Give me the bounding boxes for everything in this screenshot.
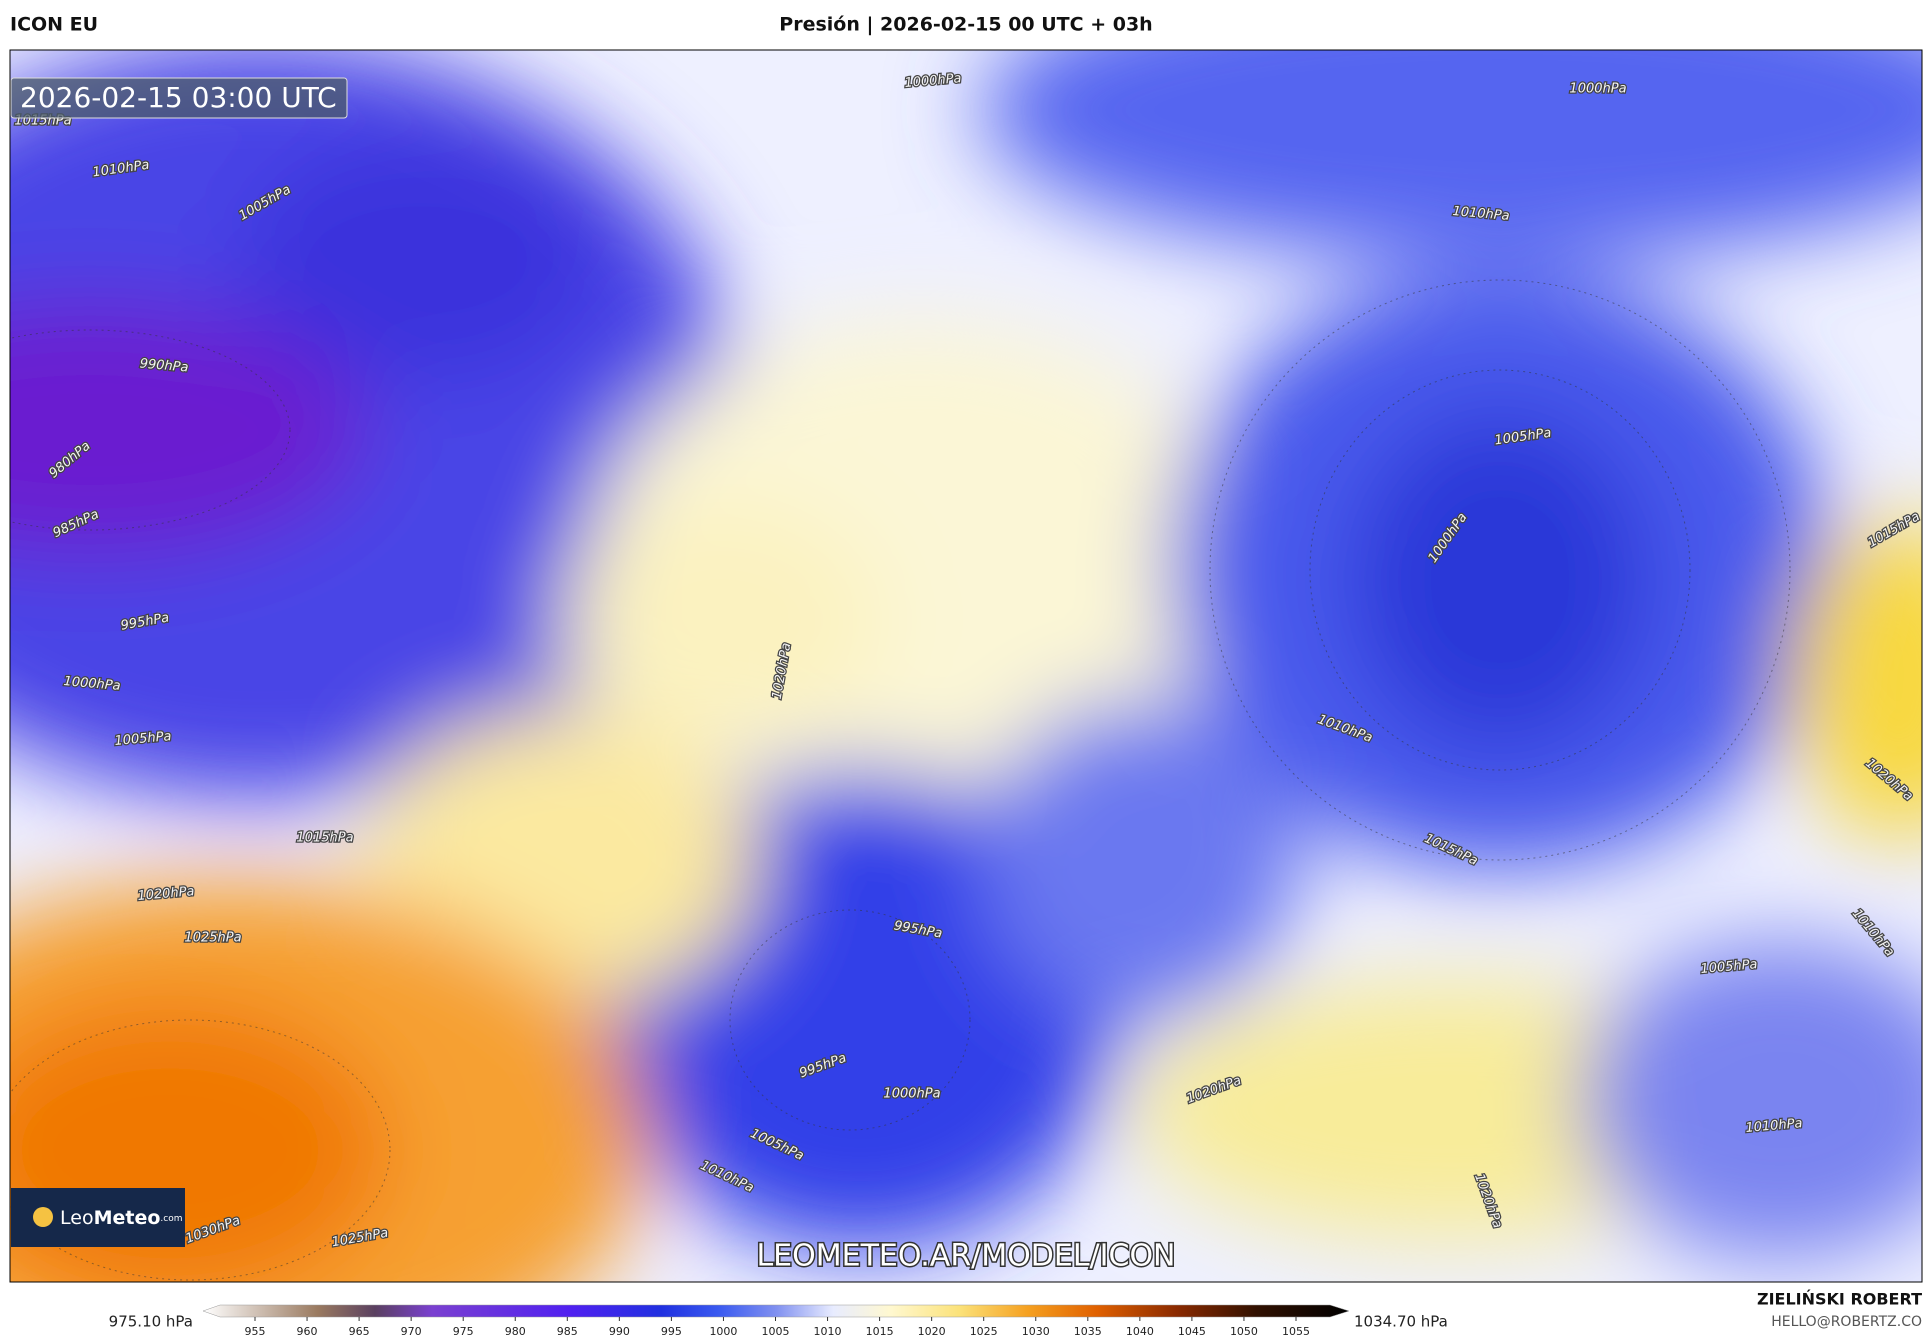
timestamp: 2026-02-15 03:00 UTC <box>20 81 337 114</box>
colorbar-tick-label: 1040 <box>1126 1325 1154 1338</box>
colorbar-max: 1034.70 hPa <box>1354 1313 1448 1331</box>
colorbar-tick-label: 975 <box>453 1325 474 1338</box>
colorbar-tick-label: 970 <box>401 1325 422 1338</box>
colorbar-tick-label: 1015 <box>866 1325 894 1338</box>
colorbar-tick-label: 1030 <box>1022 1325 1050 1338</box>
colorbar-tick-label: 1010 <box>814 1325 842 1338</box>
isobar-label: 1010hPa <box>1452 204 1510 224</box>
colorbar-tick-label: 995 <box>661 1325 682 1338</box>
watermark: LEOMETEO.AR/MODEL/ICON <box>756 1239 1175 1274</box>
colorbar-tick-label: 965 <box>349 1325 370 1338</box>
isobar-label: 1010hPa <box>1745 1116 1803 1136</box>
isobar-label: 990hPa <box>139 356 189 375</box>
colorbar-tick-label: 1045 <box>1178 1325 1206 1338</box>
isobar-label: 1005hPa <box>114 729 172 749</box>
map-title: Presión | 2026-02-15 00 UTC + 03h <box>779 14 1152 36</box>
colorbar-tick-label: 1055 <box>1282 1325 1310 1338</box>
logo-meteo: Meteo <box>94 1207 161 1229</box>
colorbar-tick-label: 985 <box>557 1325 578 1338</box>
colorbar-tick-label: 1025 <box>970 1325 998 1338</box>
isobar-label: 1000hPa <box>63 674 121 694</box>
model-name: ICON EU <box>10 14 98 36</box>
author: ZIELIŃSKI ROBERT <box>1757 1290 1922 1309</box>
colorbar-tick-label: 960 <box>297 1325 318 1338</box>
colorbar-tick-label: 1020 <box>918 1325 946 1338</box>
colorbar-tick-label: 1005 <box>762 1325 790 1338</box>
logo-sun <box>33 1207 53 1227</box>
colorbar-ticks: 955 960 965 970 975 980 985 990 995 1000 1005 1010 1… <box>245 1317 1310 1338</box>
isobar-label: 1000hPa <box>1569 82 1626 97</box>
colorbar-min: 975.10 hPa <box>109 1313 193 1331</box>
isobar-label: 1015hPa <box>296 831 353 846</box>
isobar-label: 1000hPa <box>883 1087 940 1102</box>
isobar-label: 1025hPa <box>184 931 241 946</box>
isobar-label: 1005hPa <box>1700 957 1758 977</box>
isobar-label: 1000hPa <box>904 71 962 91</box>
colorbar-tick-label: 990 <box>609 1325 630 1338</box>
colorbar-tick-label: 980 <box>505 1325 526 1338</box>
colorbar-tick-label: 1035 <box>1074 1325 1102 1338</box>
logo-text: LeoMeteo.com <box>60 1207 183 1229</box>
colorbar <box>202 1304 1350 1318</box>
colorbar-tick-label: 1050 <box>1230 1325 1258 1338</box>
isobar-label: 1020hPa <box>137 884 195 904</box>
author-email: HELLO@ROBERTZ.CO <box>1771 1314 1922 1330</box>
logo-suffix: .com <box>160 1214 182 1224</box>
colorbar-tick-label: 1000 <box>709 1325 737 1338</box>
colorbar-tick-label: 955 <box>245 1325 266 1338</box>
logo-leo: Leo <box>60 1207 94 1229</box>
timestamp-box <box>10 77 348 119</box>
